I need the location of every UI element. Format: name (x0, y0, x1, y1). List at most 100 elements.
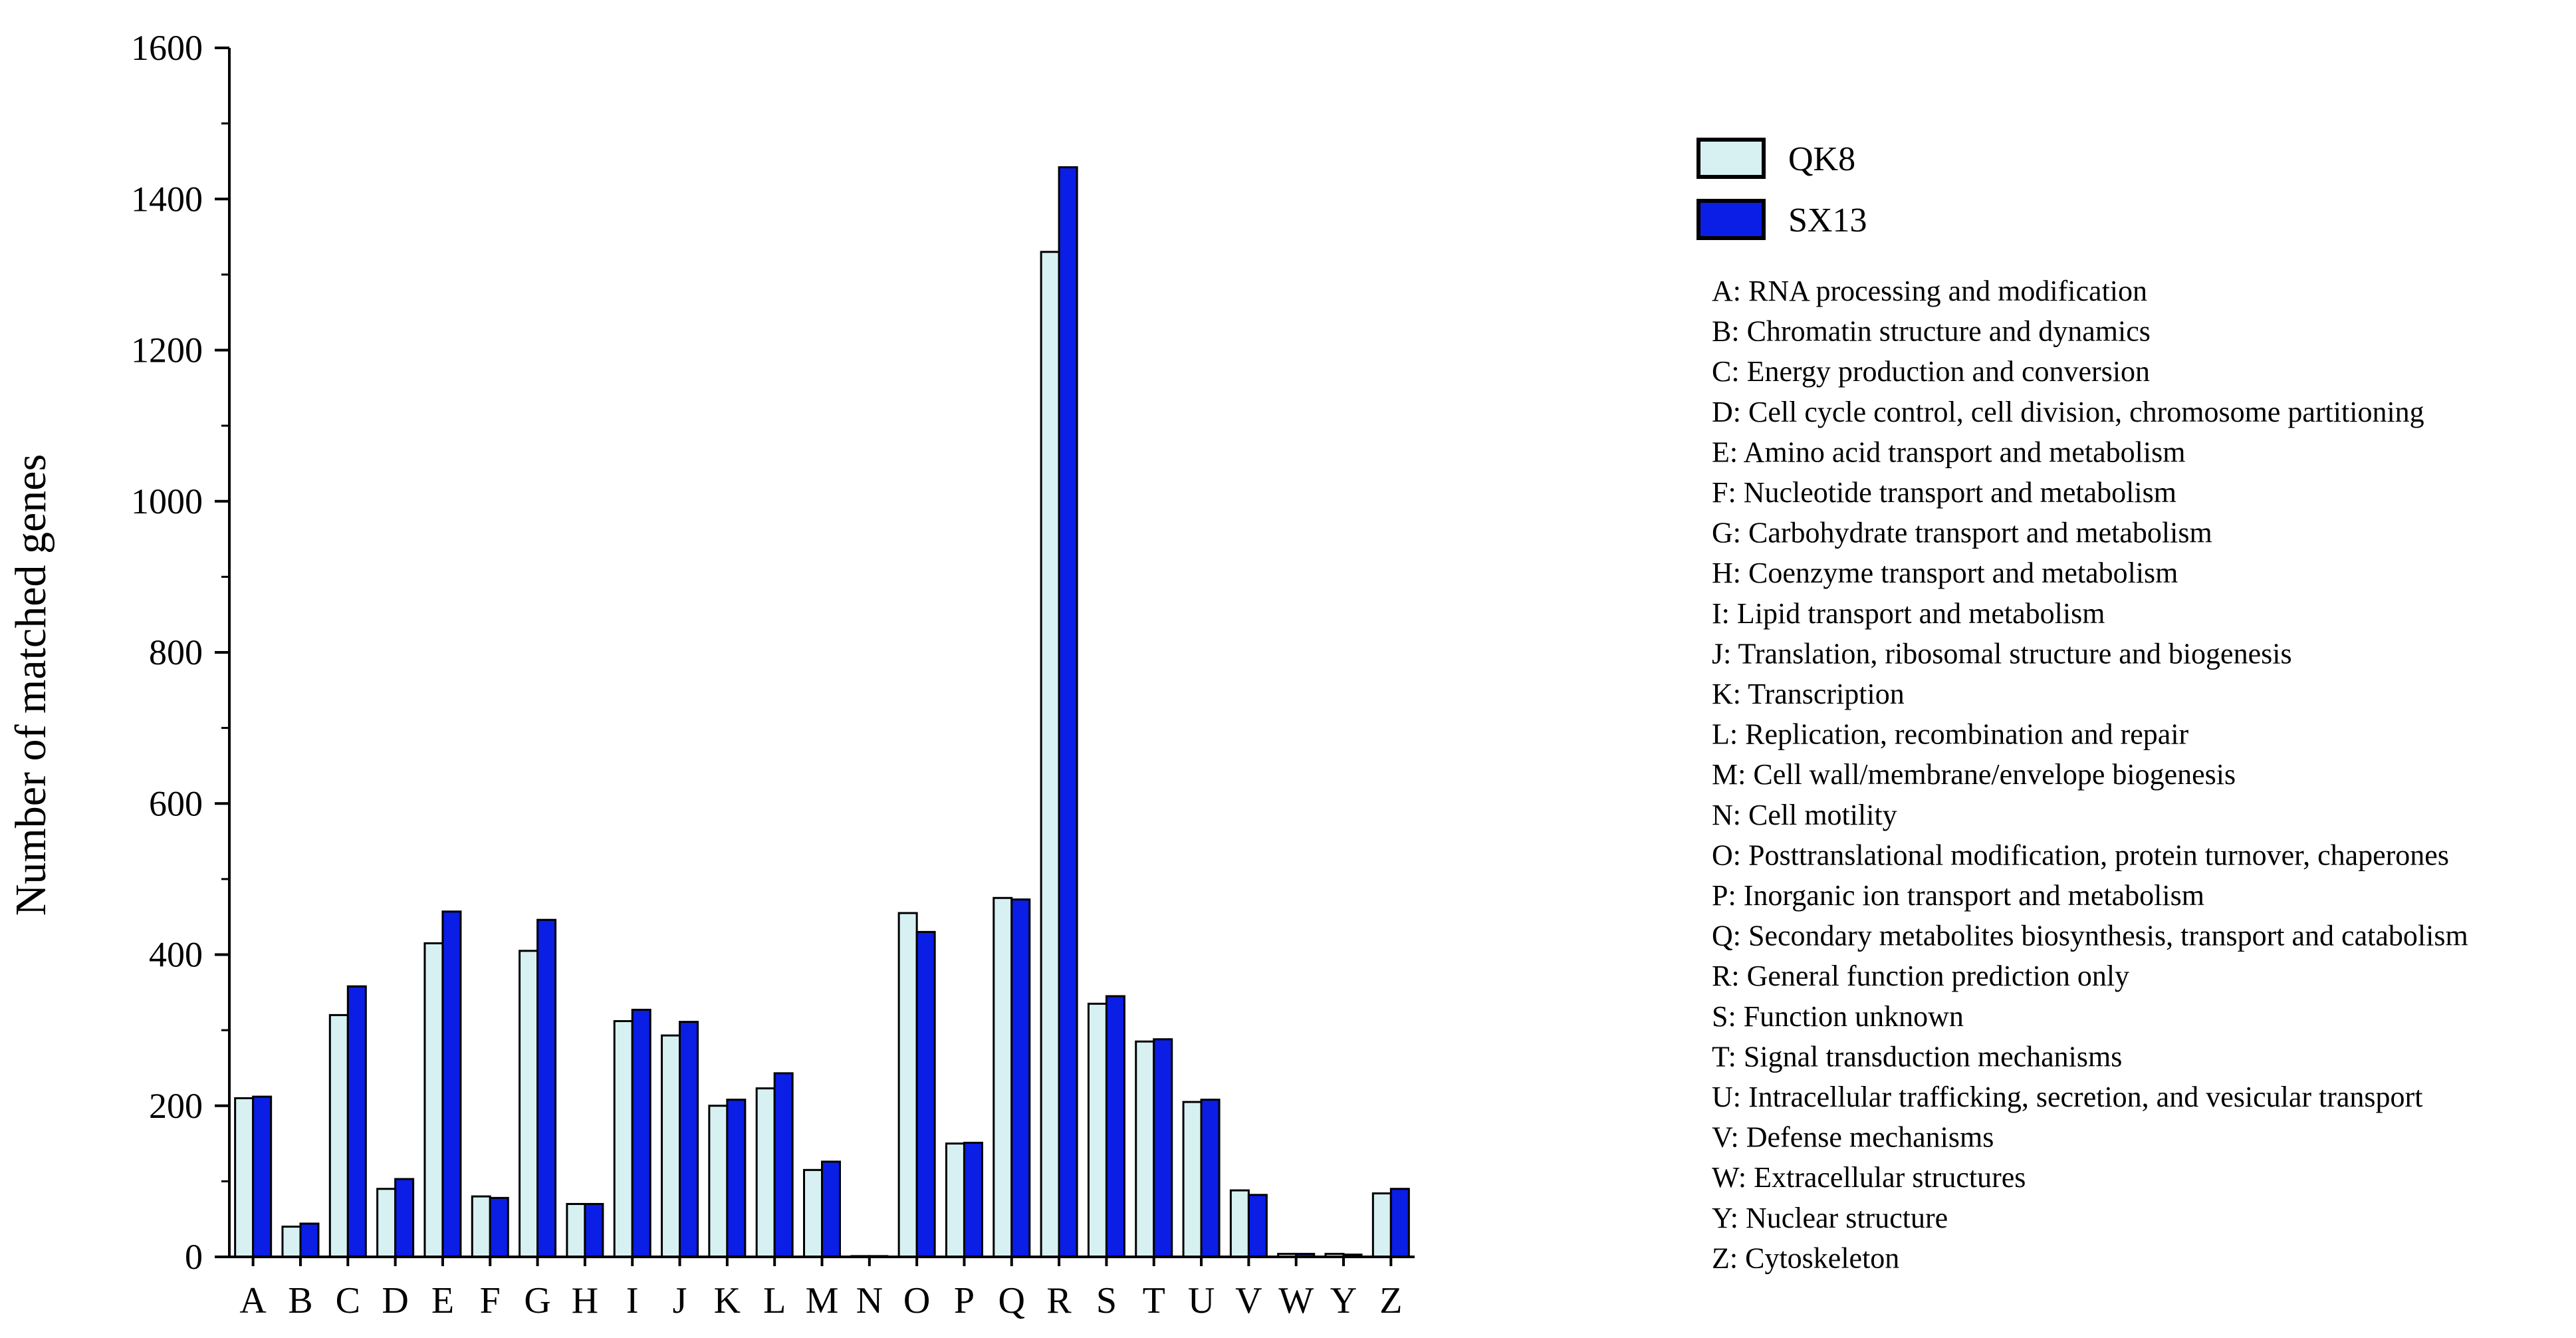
bar-SX13-E (441, 910, 462, 1258)
bar-QK8-E (423, 942, 444, 1258)
bar-SX13-U (1200, 1099, 1221, 1258)
x-tick-label-T: T (1143, 1280, 1165, 1321)
bar-QK8-G (519, 950, 539, 1258)
category-description-item: M: Cell wall/membrane/envelope biogenesi… (1712, 758, 2236, 791)
bar-SX13-B (299, 1222, 320, 1258)
x-tick-label-W: W (1278, 1280, 1314, 1321)
bar-QK8-C (328, 1013, 349, 1258)
bar-QK8-J (661, 1034, 681, 1258)
bar-SX13-S (1105, 995, 1125, 1258)
x-tick-label-Z: Z (1379, 1280, 1402, 1321)
x-tick-label-H: H (572, 1280, 598, 1321)
x-tick-label-N: N (856, 1280, 883, 1321)
bar-SX13-J (679, 1021, 699, 1258)
y-axis-label: Number of matched genes (7, 454, 55, 916)
bar-QK8-A (234, 1097, 255, 1258)
bar-QK8-S (1087, 1002, 1108, 1258)
bar-SX13-M (821, 1160, 841, 1258)
x-tick-label-P: P (954, 1280, 975, 1321)
x-tick-label-C: C (336, 1280, 360, 1321)
x-tick-label-B: B (288, 1280, 312, 1321)
bar-QK8-U (1182, 1101, 1203, 1258)
legend: QK8 SX13 (1697, 138, 1867, 240)
bar-QK8-B (281, 1226, 302, 1258)
bar-QK8-V (1229, 1189, 1250, 1258)
category-description-item: Q: Secondary metabolites biosynthesis, t… (1712, 920, 2468, 952)
y-tick-label-1200: 1200 (131, 331, 203, 370)
bar-SX13-V (1247, 1194, 1268, 1258)
x-tick-label-G: G (524, 1280, 550, 1321)
x-tick-label-I: I (626, 1280, 639, 1321)
bar-QK8-M (803, 1168, 823, 1258)
bar-QK8-H (566, 1202, 586, 1258)
bar-QK8-T (1135, 1040, 1155, 1258)
category-description-item: O: Posttranslational modification, prote… (1712, 839, 2449, 871)
x-tick-label-O: O (903, 1280, 930, 1321)
y-tick-label-1600: 1600 (131, 28, 203, 68)
bar-SX13-Q (1010, 898, 1031, 1258)
bar-SX13-L (773, 1072, 794, 1258)
y-tick-label-600: 600 (149, 783, 203, 823)
y-tick-label-0: 0 (185, 1237, 203, 1277)
x-tick-label-Q: Q (998, 1280, 1025, 1321)
x-tick-label-R: R (1046, 1280, 1072, 1321)
category-description-item: E: Amino acid transport and metabolism (1712, 436, 2185, 468)
bar-QK8-Z (1371, 1192, 1392, 1258)
bar-QK8-D (376, 1188, 397, 1258)
y-tick-label-1400: 1400 (131, 179, 203, 219)
bar-SX13-R (1058, 166, 1078, 1258)
y-tick-label-400: 400 (149, 935, 203, 975)
legend-label-SX13: SX13 (1788, 201, 1867, 239)
x-tick-label-E: E (431, 1280, 454, 1321)
x-tick-label-J: J (673, 1280, 687, 1321)
category-description-item: B: Chromatin structure and dynamics (1712, 315, 2151, 348)
category-description-item: U: Intracellular trafficking, secretion,… (1712, 1081, 2422, 1113)
x-tick-label-L: L (763, 1280, 786, 1321)
legend-swatch-QK8 (1697, 138, 1766, 179)
category-description-item: L: Replication, recombination and repair (1712, 718, 2189, 751)
category-description-item: D: Cell cycle control, cell division, ch… (1712, 396, 2424, 428)
x-tick-label-V: V (1235, 1280, 1262, 1321)
category-description-item: I: Lipid transport and metabolism (1712, 597, 2105, 630)
bar-SX13-I (631, 1008, 651, 1258)
ticks-group: A B C D E F G H I J K L M N O P Q R S T U V W Y Z 0 200 400 600 800 10… (131, 28, 1402, 1321)
category-description-item: G: Carbohydrate transport and metabolism (1712, 517, 2212, 549)
x-tick-label-U: U (1188, 1280, 1215, 1321)
category-description-list: A: RNA processing and modification B: Chr… (1712, 275, 2468, 1274)
bar-QK8-R (1040, 251, 1060, 1258)
x-tick-label-K: K (714, 1280, 741, 1321)
legend-label-QK8: QK8 (1788, 140, 1855, 178)
x-tick-label-M: M (806, 1280, 839, 1321)
legend-swatch-SX13 (1697, 199, 1766, 240)
bar-SX13-C (346, 985, 367, 1258)
x-tick-label-F: F (480, 1280, 501, 1321)
bar-QK8-P (945, 1142, 965, 1258)
bar-QK8-K (708, 1105, 729, 1258)
bar-SX13-H (584, 1202, 604, 1258)
bar-SX13-A (252, 1095, 273, 1258)
category-description-item: H: Coenzyme transport and metabolism (1712, 557, 2178, 589)
bar-SX13-P (963, 1141, 983, 1258)
y-tick-label-800: 800 (149, 632, 203, 672)
bar-QK8-I (613, 1019, 634, 1258)
bar-QK8-L (755, 1087, 776, 1258)
category-description-item: A: RNA processing and modification (1712, 275, 2147, 307)
y-tick-label-200: 200 (149, 1086, 203, 1126)
axes-group (228, 48, 1415, 1258)
bar-QK8-Q (993, 896, 1013, 1258)
category-description-item: P: Inorganic ion transport and metabolis… (1712, 879, 2204, 912)
category-description-item: W: Extracellular structures (1712, 1161, 2026, 1194)
category-description-item: T: Signal transduction mechanisms (1712, 1040, 2122, 1073)
category-description-item: K: Transcription (1712, 678, 1905, 710)
bar-QK8-F (471, 1195, 491, 1258)
category-description-item: S: Function unknown (1712, 1000, 1964, 1033)
bar-QK8-O (897, 912, 918, 1258)
bar-SX13-Z (1389, 1188, 1410, 1258)
x-tick-label-Y: Y (1330, 1280, 1357, 1321)
category-description-item: R: General function prediction only (1712, 960, 2129, 992)
y-tick-label-1000: 1000 (131, 481, 203, 521)
category-description-item: J: Translation, ribosomal structure and … (1712, 637, 2292, 670)
category-description-item: F: Nucleotide transport and metabolism (1712, 476, 2176, 509)
bars-group (234, 166, 1410, 1258)
